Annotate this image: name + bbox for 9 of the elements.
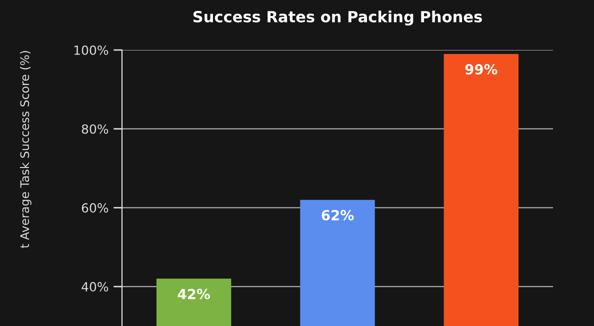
data-label: 62%	[322, 210, 354, 220]
y-axis-title: t Average Task Success Score (%)	[20, 51, 32, 248]
data-label: 42%	[178, 288, 210, 300]
y-tick-label: 80%	[82, 124, 108, 134]
y-tick-label: 100%	[74, 45, 108, 55]
y-tick-label: 60%	[82, 203, 108, 213]
chart-title: Success Rates on Packing Phones	[193, 10, 482, 26]
y-tick-label: 40%	[82, 282, 108, 292]
data-label: 99%	[465, 64, 498, 75]
